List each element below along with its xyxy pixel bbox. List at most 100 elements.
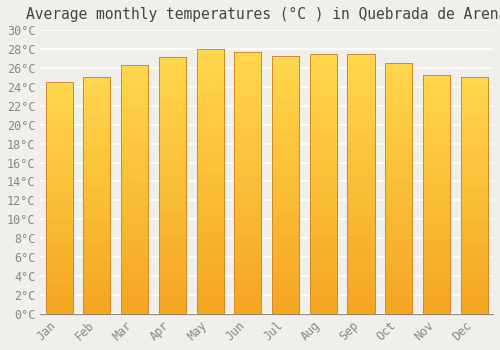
Bar bbox=[272, 64, 299, 73]
Bar bbox=[272, 185, 299, 193]
Bar bbox=[272, 82, 299, 90]
Bar bbox=[348, 158, 374, 167]
Bar bbox=[310, 184, 337, 192]
Bar bbox=[196, 173, 224, 181]
Bar bbox=[385, 130, 412, 138]
Bar bbox=[460, 133, 488, 140]
Bar bbox=[423, 242, 450, 250]
Bar bbox=[196, 305, 224, 314]
Bar bbox=[234, 270, 262, 279]
Bar bbox=[310, 140, 337, 149]
Bar bbox=[196, 190, 224, 199]
Bar bbox=[310, 54, 337, 314]
Bar bbox=[46, 214, 73, 221]
Bar bbox=[84, 267, 110, 274]
Bar bbox=[159, 57, 186, 65]
Bar bbox=[121, 189, 148, 198]
Bar bbox=[348, 140, 374, 149]
Bar bbox=[159, 237, 186, 245]
Bar bbox=[348, 97, 374, 106]
Bar bbox=[121, 214, 148, 223]
Bar bbox=[348, 236, 374, 245]
Bar bbox=[385, 63, 412, 71]
Bar bbox=[348, 193, 374, 201]
Bar bbox=[46, 244, 73, 252]
Bar bbox=[46, 152, 73, 159]
Bar bbox=[84, 235, 110, 243]
Bar bbox=[310, 123, 337, 132]
Bar bbox=[460, 267, 488, 274]
Bar bbox=[159, 160, 186, 168]
Bar bbox=[460, 140, 488, 148]
Bar bbox=[234, 235, 262, 244]
Bar bbox=[121, 74, 148, 82]
Bar bbox=[423, 290, 450, 298]
Bar bbox=[159, 297, 186, 305]
Bar bbox=[196, 181, 224, 190]
Bar bbox=[272, 245, 299, 254]
Bar bbox=[310, 305, 337, 314]
Bar bbox=[234, 104, 262, 113]
Bar bbox=[272, 262, 299, 271]
Bar bbox=[460, 290, 488, 298]
Bar bbox=[196, 76, 224, 84]
Bar bbox=[159, 288, 186, 297]
Bar bbox=[385, 280, 412, 289]
Bar bbox=[423, 114, 450, 122]
Bar bbox=[196, 199, 224, 208]
Bar bbox=[121, 247, 148, 256]
Bar bbox=[423, 138, 450, 146]
Bar bbox=[385, 180, 412, 189]
Bar bbox=[234, 122, 262, 131]
Bar bbox=[196, 58, 224, 66]
Bar bbox=[272, 56, 299, 64]
Bar bbox=[46, 113, 73, 121]
Bar bbox=[460, 148, 488, 156]
Bar bbox=[423, 210, 450, 218]
Bar bbox=[159, 142, 186, 151]
Bar bbox=[423, 162, 450, 170]
Bar bbox=[121, 123, 148, 132]
Bar bbox=[46, 82, 73, 90]
Bar bbox=[310, 54, 337, 62]
Bar bbox=[234, 209, 262, 218]
Bar bbox=[234, 253, 262, 261]
Bar bbox=[159, 82, 186, 91]
Bar bbox=[423, 146, 450, 154]
Bar bbox=[348, 80, 374, 89]
Bar bbox=[385, 189, 412, 197]
Bar bbox=[234, 305, 262, 314]
Bar bbox=[234, 113, 262, 122]
Bar bbox=[423, 202, 450, 210]
Bar bbox=[196, 128, 224, 137]
Bar bbox=[234, 61, 262, 69]
Bar bbox=[121, 65, 148, 74]
Bar bbox=[272, 211, 299, 219]
Bar bbox=[234, 52, 262, 61]
Bar bbox=[121, 264, 148, 272]
Bar bbox=[460, 77, 488, 314]
Bar bbox=[460, 243, 488, 251]
Bar bbox=[385, 264, 412, 272]
Bar bbox=[272, 116, 299, 125]
Bar bbox=[348, 184, 374, 192]
Bar bbox=[423, 226, 450, 234]
Bar bbox=[385, 138, 412, 147]
Bar bbox=[272, 125, 299, 133]
Bar bbox=[46, 291, 73, 299]
Bar bbox=[385, 306, 412, 314]
Bar bbox=[196, 137, 224, 146]
Bar bbox=[423, 274, 450, 282]
Bar bbox=[121, 223, 148, 231]
Bar bbox=[385, 63, 412, 314]
Bar bbox=[159, 202, 186, 211]
Bar bbox=[234, 226, 262, 235]
Bar bbox=[84, 77, 110, 85]
Bar bbox=[84, 101, 110, 109]
Bar bbox=[46, 128, 73, 136]
Bar bbox=[423, 258, 450, 266]
Bar bbox=[460, 180, 488, 188]
Bar bbox=[310, 236, 337, 245]
Bar bbox=[234, 261, 262, 270]
Bar bbox=[84, 306, 110, 314]
